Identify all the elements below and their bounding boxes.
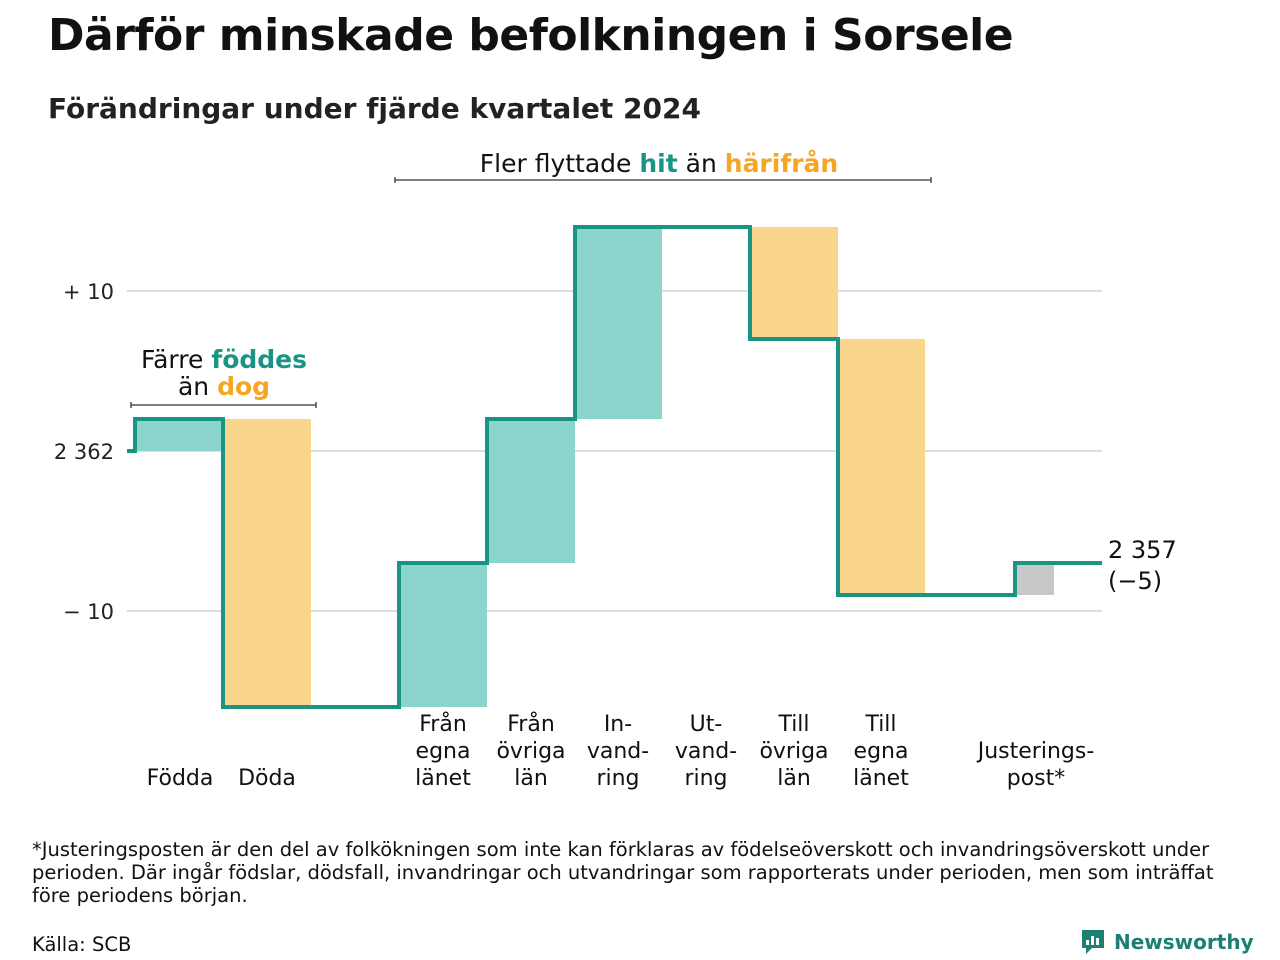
newsworthy-logo-icon — [1082, 930, 1104, 954]
annotation-birth-line: än dog — [178, 372, 270, 401]
category-label-utvandring: Ut-vand-ring — [675, 712, 737, 791]
category-label-fodda: Födda — [147, 766, 214, 791]
chart-subtitle: Förändringar under fjärde kvartalet 2024 — [48, 92, 701, 125]
bar-layer — [135, 227, 1054, 707]
bar-fran_egna — [399, 563, 487, 707]
brand-name: Newsworthy — [1114, 930, 1254, 954]
category-label-till_ovriga: Till övriga län — [759, 712, 828, 791]
category-label-fran_egna: Från egna länet — [415, 711, 471, 791]
waterfall-chart: + 10 2 362 − 10 Födda Döda Från egna länet Från ö… — [54, 149, 1177, 791]
brand-logo: Newsworthy — [1080, 928, 1254, 956]
annotation-birth-line: Färre föddes — [141, 345, 307, 374]
category-label-justering: Justerings-post* — [976, 739, 1095, 791]
chart-title: Därför minskade befolkningen i Sorsele — [48, 10, 1014, 61]
step-line-layer — [127, 225, 1102, 709]
bar-invandring — [575, 227, 662, 419]
footnote: *Justeringsposten är den del av folkökni… — [32, 838, 1214, 907]
bar-till_ovriga — [750, 227, 838, 339]
y-tick-label: + 10 — [63, 280, 114, 304]
category-label-doda: Döda — [238, 766, 296, 791]
category-label-fran_ovriga: Från övriga län — [496, 711, 565, 791]
category-label-till_egna: Till egna länet — [853, 712, 909, 791]
text-layer: + 10 2 362 − 10 Födda Döda Från egna länet Från ö… — [54, 149, 1177, 791]
bar-doda — [223, 419, 311, 707]
bar-till_egna — [838, 339, 925, 595]
y-tick-label: − 10 — [63, 600, 114, 624]
source-label: Källa: SCB — [32, 933, 132, 956]
end-change-label: (−5) — [1108, 567, 1162, 595]
annotation-migration-line: Fler flyttade hit än härifrån — [480, 149, 838, 178]
bar-fran_ovriga — [487, 419, 575, 563]
bar-fodda — [135, 419, 222, 451]
y-tick-label: 2 362 — [54, 440, 114, 464]
cumulative-step-line — [127, 225, 1102, 709]
bar-justering — [1015, 563, 1054, 595]
end-value-label: 2 357 — [1108, 536, 1177, 564]
category-label-invandring: In-vand-ring — [587, 712, 649, 791]
